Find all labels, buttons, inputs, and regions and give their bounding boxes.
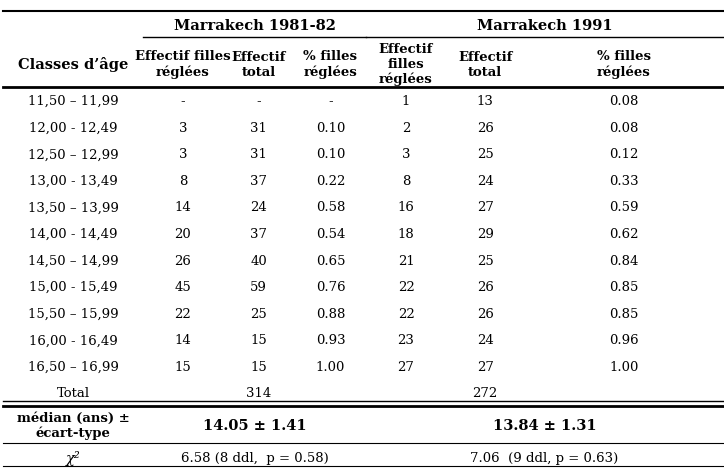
Text: 14,50 – 14,99: 14,50 – 14,99 <box>28 254 119 268</box>
Text: 24: 24 <box>250 201 267 214</box>
Text: 0.88: 0.88 <box>316 308 345 321</box>
Text: 0.85: 0.85 <box>609 281 639 294</box>
Text: 31: 31 <box>250 149 267 161</box>
Text: 15,00 - 15,49: 15,00 - 15,49 <box>29 281 117 294</box>
Text: 45: 45 <box>174 281 191 294</box>
Text: 272: 272 <box>473 387 498 401</box>
Text: 1.00: 1.00 <box>316 361 345 374</box>
Text: Classes d’âge: Classes d’âge <box>18 57 128 72</box>
Text: 314: 314 <box>246 387 271 401</box>
Text: 23: 23 <box>397 334 414 347</box>
Text: 40: 40 <box>250 254 267 268</box>
Text: 24: 24 <box>477 334 494 347</box>
Text: 0.85: 0.85 <box>609 308 639 321</box>
Text: 12,00 - 12,49: 12,00 - 12,49 <box>29 122 117 135</box>
Text: 18: 18 <box>397 228 414 241</box>
Text: 27: 27 <box>476 201 494 214</box>
Text: 1: 1 <box>402 95 411 108</box>
Text: 25: 25 <box>477 149 494 161</box>
Text: -: - <box>256 95 261 108</box>
Text: 0.84: 0.84 <box>609 254 639 268</box>
Text: 0.59: 0.59 <box>609 201 639 214</box>
Text: 25: 25 <box>477 254 494 268</box>
Text: 24: 24 <box>477 175 494 188</box>
Text: 14.05 ± 1.41: 14.05 ± 1.41 <box>203 419 307 433</box>
Text: 12,50 – 12,99: 12,50 – 12,99 <box>28 149 119 161</box>
Text: 1.00: 1.00 <box>609 361 639 374</box>
Text: 59: 59 <box>250 281 267 294</box>
Text: 0.10: 0.10 <box>316 149 345 161</box>
Text: 0.08: 0.08 <box>609 122 639 135</box>
Text: 0.12: 0.12 <box>609 149 639 161</box>
Text: 27: 27 <box>476 361 494 374</box>
Text: 3: 3 <box>179 122 188 135</box>
Text: 2: 2 <box>402 122 411 135</box>
Text: 20: 20 <box>174 228 191 241</box>
Text: 0.93: 0.93 <box>316 334 345 347</box>
Text: 3: 3 <box>179 149 188 161</box>
Text: Total: Total <box>56 387 90 401</box>
Text: 15,50 – 15,99: 15,50 – 15,99 <box>28 308 119 321</box>
Text: % filles
réglées: % filles réglées <box>597 50 651 79</box>
Text: 13,00 - 13,49: 13,00 - 13,49 <box>29 175 117 188</box>
Text: 26: 26 <box>476 122 494 135</box>
Text: 6.58 (8 ddl,  p = 0.58): 6.58 (8 ddl, p = 0.58) <box>181 452 329 464</box>
Text: 0.10: 0.10 <box>316 122 345 135</box>
Text: 7.06  (9 ddl, p = 0.63): 7.06 (9 ddl, p = 0.63) <box>471 452 618 464</box>
Text: -: - <box>328 95 333 108</box>
Text: 26: 26 <box>476 281 494 294</box>
Text: 26: 26 <box>476 308 494 321</box>
Text: 29: 29 <box>476 228 494 241</box>
Text: 14: 14 <box>174 201 191 214</box>
Text: 13: 13 <box>476 95 494 108</box>
Text: % filles
réglées: % filles réglées <box>303 50 358 79</box>
Text: 13.84 ± 1.31: 13.84 ± 1.31 <box>493 419 597 433</box>
Text: 37: 37 <box>250 228 267 241</box>
Text: 22: 22 <box>174 308 191 321</box>
Text: 0.33: 0.33 <box>609 175 639 188</box>
Text: 0.76: 0.76 <box>316 281 345 294</box>
Text: 14: 14 <box>174 334 191 347</box>
Text: 31: 31 <box>250 122 267 135</box>
Text: 16,50 – 16,99: 16,50 – 16,99 <box>28 361 119 374</box>
Text: 13,50 – 13,99: 13,50 – 13,99 <box>28 201 119 214</box>
Text: 0.96: 0.96 <box>609 334 639 347</box>
Text: 8: 8 <box>402 175 411 188</box>
Text: médian (ans) ±
écart-type: médian (ans) ± écart-type <box>17 412 130 440</box>
Text: Effectif filles
réglées: Effectif filles réglées <box>135 50 231 79</box>
Text: 0.62: 0.62 <box>609 228 639 241</box>
Text: 21: 21 <box>397 254 414 268</box>
Text: χ²: χ² <box>66 451 80 465</box>
Text: 0.54: 0.54 <box>316 228 345 241</box>
Text: Effectif
total: Effectif total <box>458 51 513 79</box>
Text: 16,00 - 16,49: 16,00 - 16,49 <box>29 334 117 347</box>
Text: 26: 26 <box>174 254 191 268</box>
Text: 15: 15 <box>250 334 267 347</box>
Text: 27: 27 <box>397 361 414 374</box>
Text: 0.22: 0.22 <box>316 175 345 188</box>
Text: 14,00 - 14,49: 14,00 - 14,49 <box>29 228 117 241</box>
Text: -: - <box>180 95 185 108</box>
Text: Marrakech 1981-82: Marrakech 1981-82 <box>174 19 336 33</box>
Text: 0.58: 0.58 <box>316 201 345 214</box>
Text: 22: 22 <box>397 281 414 294</box>
Text: 22: 22 <box>397 308 414 321</box>
Text: 8: 8 <box>179 175 187 188</box>
Text: 0.65: 0.65 <box>316 254 345 268</box>
Text: 16: 16 <box>397 201 414 214</box>
Text: 3: 3 <box>402 149 411 161</box>
Text: 37: 37 <box>250 175 267 188</box>
Text: 11,50 – 11,99: 11,50 – 11,99 <box>28 95 119 108</box>
Text: Marrakech 1991: Marrakech 1991 <box>476 19 613 33</box>
Text: 0.08: 0.08 <box>609 95 639 108</box>
Text: 15: 15 <box>174 361 191 374</box>
Text: Effectif
filles
réglées: Effectif filles réglées <box>379 43 433 87</box>
Text: 25: 25 <box>250 308 267 321</box>
Text: 15: 15 <box>250 361 267 374</box>
Text: Effectif
total: Effectif total <box>231 51 286 79</box>
